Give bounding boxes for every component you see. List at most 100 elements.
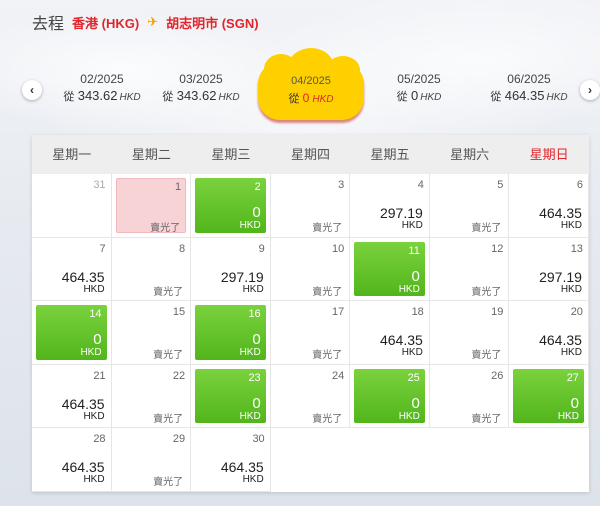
calendar-day-cell[interactable]: 19 賣光了 [429,301,510,365]
day-number: 12 [491,242,504,255]
day-price: 464.35 [220,459,264,476]
weekday-tue: 星期二 [131,147,171,162]
day-number: 30 [252,433,265,446]
day-number: 1 [175,181,182,193]
available-highlight [513,368,584,424]
day-price: 464.35 [539,205,582,221]
day-number: 22 [172,369,186,382]
sold-out-label: 賣光了 [312,413,343,425]
day-price: 297.19 [379,205,423,221]
day-number: 28 [93,433,106,446]
day-number: 26 [491,369,504,382]
calendar-day-cell[interactable]: 13 297.19 HKD [509,237,589,302]
day-price: 0 [252,204,261,221]
calendar-day-cell[interactable]: 16 0 HKD [191,301,271,365]
month-selector: ‹ 02/2025 從 343.62 HKD 03/2025 從 343.62 HK… [0,48,600,122]
calendar-day-cell[interactable]: 23 0 HKD [191,364,271,429]
day-number: 14 [89,308,102,321]
calendar-day-cell[interactable]: 24 賣光了 [270,364,351,429]
weekday-thu: 星期四 [290,147,330,162]
day-currency: HKD [401,347,423,359]
calendar-day-cell[interactable]: 15 賣光了 [111,301,192,365]
calendar: 星期一 星期二 星期三 星期四 星期五 星期六 星期日 31 1 賣光了 2 0 HKD 3… [32,135,589,492]
day-currency: HKD [239,220,261,231]
calendar-day-cell[interactable]: 3 賣光了 [270,174,351,238]
day-currency: HKD [560,283,582,295]
day-price: 0 [570,394,579,412]
sold-out-label: 賣光了 [471,223,502,234]
calendar-day-cell[interactable]: 11 0 HKD [350,237,430,302]
available-highlight [354,241,425,297]
day-number: 19 [491,306,504,319]
sold-out-label: 賣光了 [471,350,502,362]
day-price: 464.35 [61,268,105,285]
calendar-day-cell[interactable]: 4 297.19 HKD [350,174,430,238]
day-number: 27 [566,371,579,384]
month-price: 從 464.35 HKD [490,88,568,103]
calendar-day-cell[interactable]: 27 0 HKD [509,364,589,429]
day-price: 0 [252,394,261,412]
calendar-day-cell[interactable]: 12 賣光了 [429,237,510,302]
weekday-mon: 星期一 [52,147,92,162]
sold-out-label: 賣光了 [312,223,343,234]
day-number: 9 [258,242,265,255]
calendar-day-cell[interactable]: 18 464.35 HKD [350,301,430,365]
calendar-day-cell[interactable]: 1 賣光了 [111,174,192,238]
month-item-active[interactable]: 04/2025 從 0 HKD [258,48,364,120]
day-number: 24 [332,369,345,382]
day-number: 6 [576,179,583,191]
day-currency: HKD [560,220,582,231]
day-number: 31 [93,179,106,191]
day-currency: HKD [242,474,264,486]
direction-label: 去程 [32,16,65,33]
day-currency: HKD [83,410,105,422]
available-highlight [36,305,107,360]
month-price: 從 343.62 HKD [162,88,240,103]
calendar-day-cell[interactable]: 9 297.19 HKD [191,237,271,302]
calendar-day-cell[interactable]: 22 賣光了 [111,364,192,429]
day-price: 297.19 [539,268,582,285]
calendar-day-cell[interactable]: 28 464.35 HKD [32,428,112,492]
calendar-day-cell[interactable]: 14 0 HKD [32,301,112,365]
available-highlight [195,368,266,424]
month-item[interactable]: 02/2025 從 343.62 HKD [47,72,157,104]
sold-out-label: 賣光了 [153,413,184,425]
weekday-fri: 星期五 [370,147,410,162]
calendar-day-cell[interactable]: 5 賣光了 [429,174,510,238]
month-item[interactable]: 05/2025 從 0 HKD [364,72,474,104]
calendar-day-cell[interactable]: 29 賣光了 [111,428,192,492]
day-number: 18 [411,306,424,319]
day-currency: HKD [83,283,105,295]
month-item[interactable]: 06/2025 從 464.35 HKD [474,72,584,104]
calendar-day-cell[interactable]: 25 0 HKD [350,364,430,429]
month-label: 04/2025 [291,75,331,87]
calendar-day-cell[interactable]: 7 464.35 HKD [32,237,112,302]
day-currency: HKD [557,410,579,422]
calendar-day-cell[interactable]: 6 464.35 HKD [509,174,589,238]
day-number: 2 [254,181,261,193]
chevron-right-icon[interactable]: › [580,80,600,100]
day-currency: HKD [80,347,102,359]
calendar-day-cell[interactable]: 30 464.35 HKD [191,428,271,492]
day-price: 464.35 [379,332,423,349]
day-number: 23 [248,371,261,384]
day-number: 29 [172,433,186,446]
destination-city: 胡志明市 (SGN) [166,15,259,31]
day-number: 10 [332,242,345,255]
calendar-day-cell[interactable]: 20 464.35 HKD [509,301,589,365]
calendar-day-cell[interactable]: 8 賣光了 [111,237,192,302]
available-highlight [195,305,266,360]
calendar-grid: 31 1 賣光了 2 0 HKD 3 賣光了 4 297.19 HKD 5 賣光了 6 464.35 HKD 7… [32,174,589,492]
chevron-left-icon[interactable]: ‹ [22,80,42,100]
day-number: 20 [570,306,583,319]
day-number: 25 [407,371,420,384]
month-item[interactable]: 03/2025 從 343.62 HKD [146,72,256,104]
day-price: 0 [411,394,420,412]
calendar-day-cell[interactable]: 21 464.35 HKD [32,364,112,429]
sold-out-label: 賣光了 [312,286,343,298]
day-number: 21 [93,369,106,382]
calendar-day-cell[interactable]: 17 賣光了 [270,301,351,365]
calendar-day-cell[interactable]: 10 賣光了 [270,237,351,302]
calendar-day-cell[interactable]: 2 0 HKD [191,174,271,238]
calendar-day-cell[interactable]: 26 賣光了 [429,364,510,429]
